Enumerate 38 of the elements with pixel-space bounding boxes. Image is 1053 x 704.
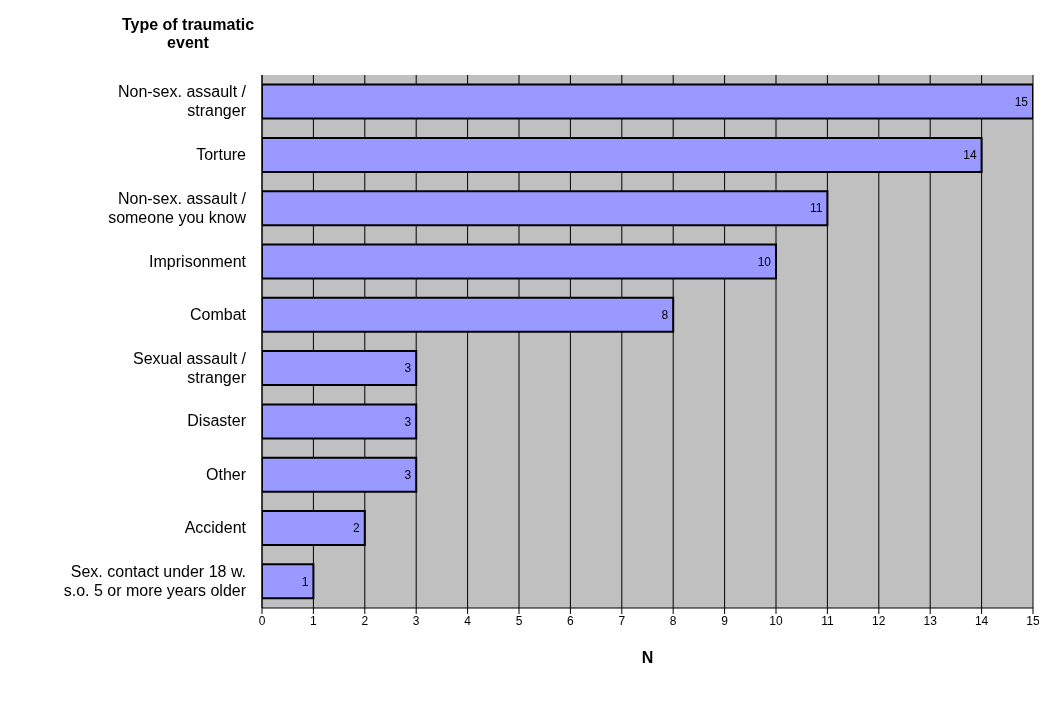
x-tick-label: 6 — [567, 613, 575, 628]
x-tick-label: 9 — [721, 613, 729, 628]
x-tick-label: 11 — [821, 613, 834, 628]
y-tick-label: Non-sex. assault / someone you know — [108, 189, 247, 226]
x-tick-label: 12 — [872, 613, 886, 628]
x-tick-label: 1 — [310, 613, 318, 628]
x-tick-label: 8 — [669, 613, 677, 628]
x-tick-label: 14 — [974, 613, 989, 628]
data-label: 15 — [1014, 94, 1029, 109]
x-tick-label: 10 — [769, 613, 783, 628]
x-tick-label: 0 — [258, 613, 266, 628]
data-label: 14 — [963, 148, 977, 163]
x-axis-title: N — [641, 649, 654, 666]
data-label: 8 — [661, 308, 669, 323]
data-label: 1 — [301, 574, 309, 589]
y-tick-label: Sexual assault / stranger — [133, 349, 247, 386]
data-label: 3 — [404, 467, 412, 482]
y-tick-label: Sex. contact under 18 w. s.o. 5 or more years older — [63, 562, 247, 599]
y-tick-label: Torture — [196, 145, 247, 163]
data-label: 3 — [404, 361, 412, 376]
y-axis-title: Type of traumatic event — [120, 16, 256, 52]
x-tick-label: 3 — [412, 613, 420, 628]
x-tick-label: 7 — [618, 613, 626, 628]
y-tick-label: Imprisonment — [149, 252, 247, 270]
data-label: 10 — [757, 254, 772, 269]
y-tick-label: Other — [205, 465, 247, 483]
x-tick-label: 5 — [515, 613, 523, 628]
x-tick-label: 4 — [464, 613, 472, 628]
data-label: 2 — [353, 521, 361, 536]
x-tick-label: 15 — [1026, 613, 1040, 628]
y-tick-label: Accident — [184, 519, 247, 537]
data-label: 3 — [404, 414, 412, 429]
x-tick-label: 13 — [923, 613, 938, 628]
y-tick-label: Disaster — [187, 412, 247, 430]
x-tick-label: 2 — [361, 613, 369, 628]
data-label: 11 — [809, 201, 823, 216]
y-tick-label: Combat — [189, 305, 247, 323]
y-tick-label: Non-sex. assault / stranger — [117, 83, 247, 120]
